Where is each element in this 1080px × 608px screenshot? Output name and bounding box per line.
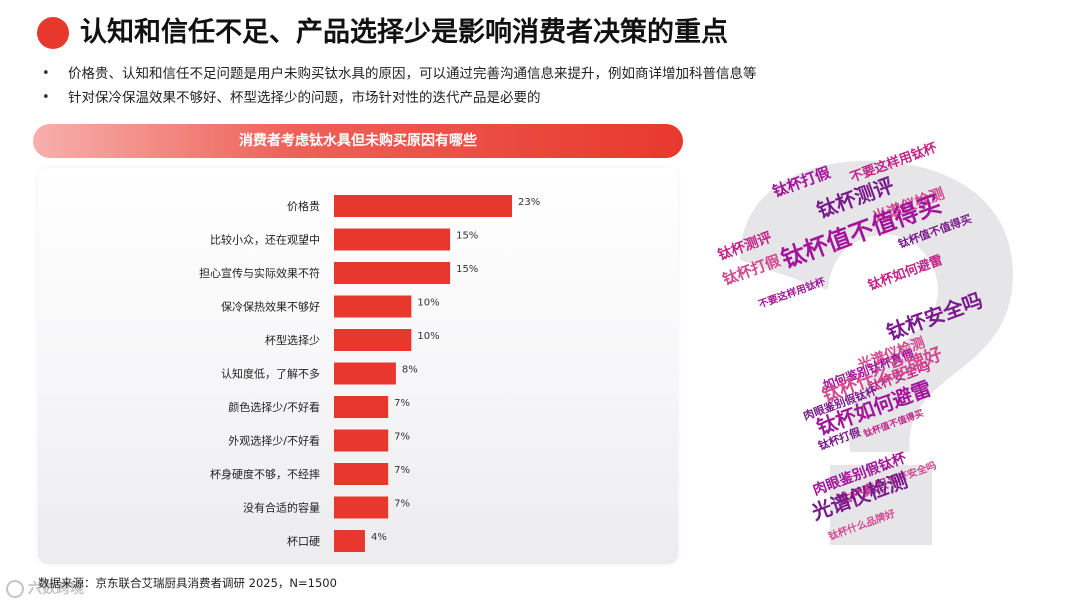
bar — [334, 195, 512, 217]
bar — [334, 496, 389, 519]
data-label: 10% — [417, 331, 439, 342]
wordcloud-word: 钛杯如何避雷 — [865, 252, 945, 294]
bar — [334, 530, 365, 552]
category-label: 没有合适的容量 — [243, 501, 320, 515]
category-label: 比较小众，还在观望中 — [210, 233, 320, 247]
bar — [334, 396, 389, 418]
watermark: 六数跨境 — [6, 578, 84, 598]
bar-chart: 价格贵 23% 比较小众，还在观望中 15% 担心宣传与实际效果不符 15% 保冷保热效果不… — [199, 195, 540, 552]
question-mark-shape — [740, 160, 1013, 545]
category-label: 外观选择少/不好看 — [228, 434, 320, 448]
category-label: 杯身硬度不够，不经摔 — [210, 467, 320, 481]
wordcloud-word: 不要这样用钛杯 — [757, 274, 828, 310]
data-label: 7% — [394, 432, 410, 443]
watermark-text: 六数跨境 — [28, 581, 84, 597]
data-label: 15% — [456, 231, 478, 242]
bar — [334, 262, 451, 284]
data-label: 10% — [417, 298, 439, 309]
category-label: 杯型选择少 — [265, 333, 320, 347]
chart-banner: 消费者考虑钛水具但未购买原因有哪些 — [33, 124, 683, 158]
bar — [334, 429, 389, 452]
chart-panel: 价格贵 23% 比较小众，还在观望中 15% 担心宣传与实际效果不符 15% 保冷保热效果不… — [38, 168, 678, 564]
bullet-item: 针对保冷保温效果不够好、杯型选择少的问题，市场针对性的迭代产品是必要的 — [42, 86, 842, 110]
data-label: 8% — [402, 365, 418, 376]
data-label: 15% — [456, 264, 478, 275]
category-label: 颜色选择少/不好看 — [228, 400, 320, 414]
bar — [334, 362, 396, 385]
bar — [334, 463, 389, 485]
page-title: 认知和信任不足、产品选择少是影响消费者决策的重点 — [80, 17, 728, 48]
bar — [334, 329, 412, 351]
data-source: 数据来源：京东联合艾瑞厨具消费者调研 2025，N=1500 — [38, 576, 337, 590]
title-dot-icon — [37, 17, 69, 49]
category-label: 保冷保热效果不够好 — [221, 300, 320, 314]
category-label: 价格贵 — [287, 199, 320, 213]
data-label: 7% — [394, 499, 410, 510]
category-label: 认知度低，了解不多 — [221, 367, 320, 381]
data-label: 23% — [518, 197, 540, 208]
category-label: 担心宣传与实际效果不符 — [199, 266, 320, 280]
bar — [334, 228, 451, 251]
data-label: 7% — [394, 398, 410, 409]
category-label: 杯口硬 — [287, 534, 320, 548]
bullet-list: 价格贵、认知和信任不足问题是用户未购买钛水具的原因，可以通过完善沟通信息来提升，… — [42, 62, 842, 110]
bullet-item: 价格贵、认知和信任不足问题是用户未购买钛水具的原因，可以通过完善沟通信息来提升，… — [42, 62, 842, 86]
watermark-logo-icon — [6, 580, 24, 598]
data-label: 4% — [371, 532, 387, 543]
data-label: 7% — [394, 465, 410, 476]
bar — [334, 295, 412, 318]
